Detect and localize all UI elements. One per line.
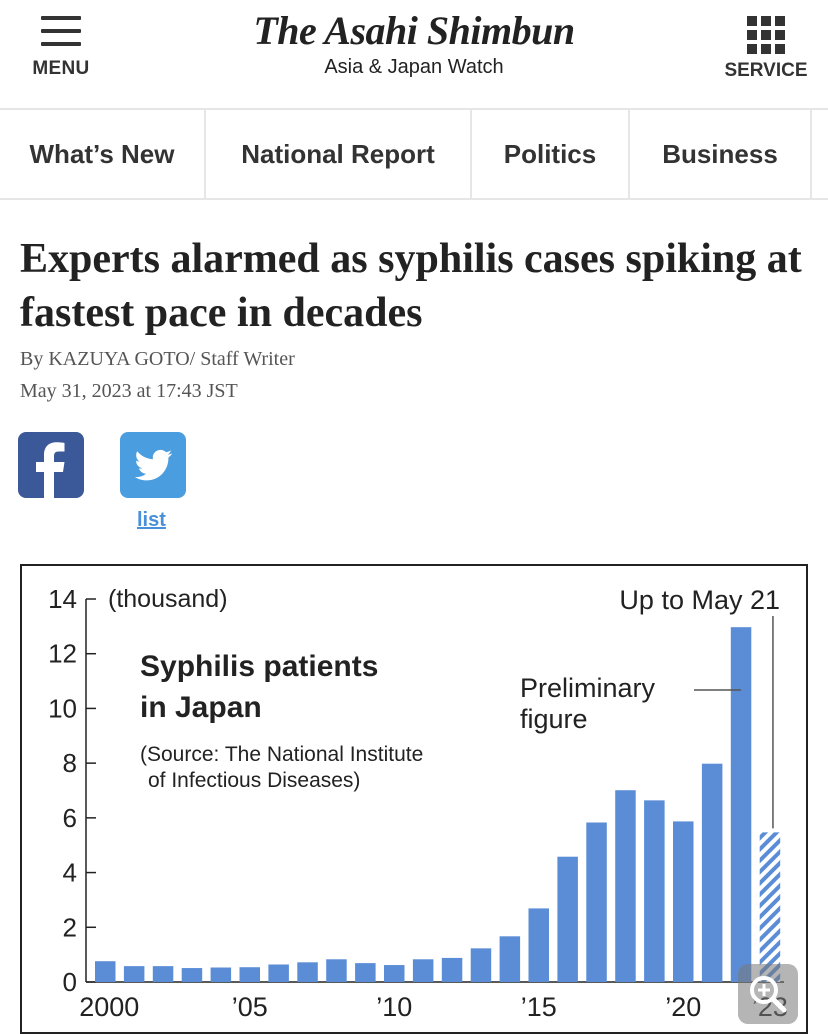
service-label: SERVICE — [724, 60, 808, 81]
article-byline: By KAZUYA GOTO/ Staff Writer — [20, 348, 295, 370]
bar — [181, 968, 203, 982]
logo-subtitle: Asia & Japan Watch — [324, 56, 504, 78]
nav-item-national-report[interactable]: National Report — [206, 110, 472, 198]
y-tick-label: 8 — [63, 748, 77, 778]
y-tick-label: 0 — [63, 967, 77, 997]
bar — [528, 908, 549, 982]
bar — [557, 856, 578, 982]
preliminary-label: Preliminary — [520, 673, 656, 703]
x-tick-label: ’20 — [665, 992, 701, 1022]
bar — [210, 967, 232, 982]
bar — [470, 948, 492, 982]
zoom-in-icon — [750, 976, 787, 1013]
chart-svg: 02468101214(thousand)2000’05’10’15’20’23… — [48, 584, 788, 1022]
y-tick-label: 6 — [63, 803, 77, 833]
bar — [701, 763, 723, 982]
chart-source: (Source: The National Institute — [140, 743, 423, 766]
site-header: MENU The Asahi Shimbun Asia & Japan Watc… — [0, 0, 828, 110]
menu-label: MENU — [32, 58, 90, 79]
bar — [644, 800, 665, 982]
nav-item-business[interactable]: Business — [630, 110, 812, 198]
grid-icon — [747, 16, 785, 54]
bar — [384, 965, 405, 982]
bar — [441, 957, 463, 982]
hamburger-icon — [41, 14, 81, 48]
bar — [759, 832, 781, 982]
bar — [586, 822, 607, 982]
bar — [499, 936, 521, 982]
chart-title: Syphilis patients — [140, 650, 378, 683]
bar — [355, 963, 376, 982]
x-tick-label: ’05 — [232, 992, 268, 1022]
facebook-icon — [36, 442, 65, 498]
bar — [297, 962, 318, 982]
nav-item-politics[interactable]: Politics — [472, 110, 630, 198]
bar — [152, 966, 174, 982]
logo-title: The Asahi Shimbun — [253, 8, 575, 53]
twitter-icon — [134, 449, 173, 481]
service-button[interactable]: SERVICE — [718, 16, 814, 82]
y-tick-label: 2 — [63, 912, 77, 942]
latest-label: Up to May 21 — [619, 585, 780, 615]
bar — [730, 627, 752, 982]
y-tick-label: 4 — [63, 858, 77, 888]
bar — [239, 967, 260, 982]
syphilis-chart: 02468101214(thousand)2000’05’10’15’20’23… — [20, 564, 808, 1034]
chart-title: in Japan — [140, 691, 262, 724]
facebook-share-button[interactable] — [18, 432, 84, 498]
section-nav: What’s New National Report Politics Busi… — [0, 110, 828, 200]
zoom-button[interactable] — [738, 964, 798, 1024]
twitter-share-button[interactable] — [120, 432, 186, 498]
article-date: May 31, 2023 at 17:43 JST — [20, 380, 238, 402]
x-tick-label: ’10 — [376, 992, 412, 1022]
bar — [95, 961, 116, 982]
bar — [123, 966, 145, 982]
site-logo[interactable]: The Asahi Shimbun Asia & Japan Watch — [0, 8, 828, 79]
x-tick-label: ’15 — [521, 992, 557, 1022]
bar — [615, 790, 636, 982]
share-list-link[interactable]: list — [137, 509, 166, 531]
preliminary-label: figure — [520, 704, 588, 734]
y-tick-label: 10 — [48, 693, 77, 723]
nav-item-whats-new[interactable]: What’s New — [0, 110, 206, 198]
y-tick-label: 12 — [48, 639, 77, 669]
y-unit-label: (thousand) — [108, 585, 228, 613]
bar — [673, 821, 694, 982]
chart-source: of Infectious Diseases) — [148, 769, 360, 792]
article-headline: Experts alarmed as syphilis cases spikin… — [20, 236, 802, 336]
menu-button[interactable]: MENU — [22, 14, 100, 80]
bar — [326, 959, 347, 982]
y-tick-label: 14 — [48, 584, 77, 614]
bar — [268, 964, 289, 982]
x-tick-label: 2000 — [79, 992, 139, 1022]
bar — [412, 959, 434, 982]
